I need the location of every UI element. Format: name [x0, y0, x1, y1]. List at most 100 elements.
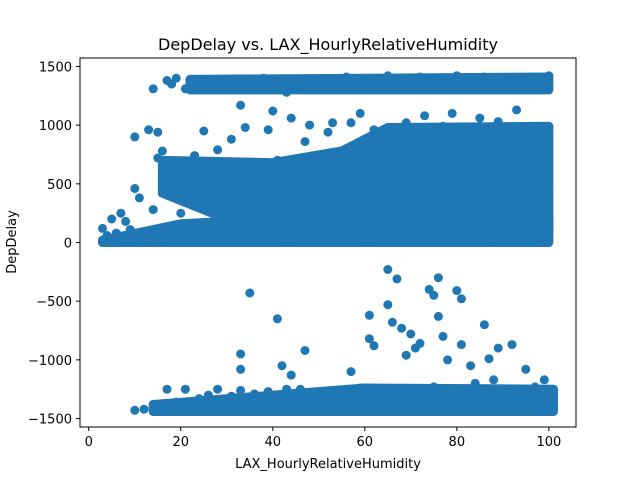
data-point — [516, 81, 526, 91]
data-point — [535, 78, 545, 88]
data-point — [360, 396, 370, 406]
data-point — [530, 403, 540, 413]
data-point — [328, 118, 338, 128]
data-point — [236, 385, 246, 395]
data-point — [272, 314, 282, 324]
data-point — [387, 123, 397, 132]
data-points — [98, 71, 558, 415]
data-point — [332, 78, 342, 88]
data-point — [139, 231, 149, 240]
data-point — [415, 72, 425, 82]
y-tick-label: 0 — [64, 237, 72, 252]
data-point — [337, 148, 347, 158]
data-point — [443, 80, 453, 90]
x-tick-label: 100 — [536, 435, 561, 450]
data-point — [236, 364, 246, 374]
data-point — [236, 100, 246, 110]
data-point — [433, 273, 443, 283]
data-point — [489, 80, 499, 90]
data-point — [512, 402, 522, 412]
data-point — [406, 392, 416, 402]
data-point — [222, 81, 232, 91]
data-point — [438, 331, 448, 341]
x-tick-label: 40 — [265, 435, 282, 450]
data-point — [424, 79, 434, 89]
data-point — [443, 355, 453, 365]
data-point — [259, 73, 269, 83]
dense-band-1 — [157, 121, 554, 236]
y-tick-label: −500 — [36, 295, 72, 310]
data-point — [295, 204, 305, 213]
data-point — [392, 78, 402, 88]
data-point — [314, 187, 324, 197]
data-point — [176, 404, 186, 414]
data-point — [452, 213, 462, 223]
data-point — [360, 233, 370, 243]
data-point — [470, 81, 480, 91]
data-point — [323, 127, 333, 137]
data-point — [392, 274, 402, 284]
data-point — [406, 175, 416, 185]
data-point — [268, 106, 278, 116]
data-point — [153, 127, 163, 137]
data-point — [433, 311, 443, 321]
data-point — [203, 390, 213, 400]
data-point — [415, 388, 425, 398]
data-point — [544, 389, 554, 399]
data-point — [415, 338, 425, 348]
data-point — [424, 192, 434, 202]
data-point — [351, 195, 361, 205]
data-point — [314, 165, 324, 175]
data-point — [217, 200, 227, 210]
data-point — [222, 172, 232, 182]
x-axis-label: LAX_HourlyRelativeHumidity — [235, 457, 421, 472]
data-point — [525, 231, 535, 240]
data-point — [157, 401, 167, 411]
data-point — [484, 354, 494, 364]
data-point — [240, 182, 250, 192]
data-point — [341, 72, 351, 82]
data-point — [213, 226, 223, 236]
data-point — [493, 343, 503, 353]
data-point — [410, 403, 420, 413]
data-point — [318, 76, 328, 85]
data-point — [466, 361, 476, 371]
data-point — [231, 404, 241, 414]
data-point — [295, 390, 305, 400]
data-point — [180, 84, 190, 94]
data-point — [369, 125, 379, 135]
data-point — [286, 233, 296, 243]
data-point — [507, 218, 517, 227]
data-point — [535, 202, 545, 212]
data-point — [498, 388, 508, 398]
data-point — [171, 73, 181, 83]
data-point — [121, 216, 131, 226]
data-point — [364, 334, 374, 344]
data-point — [240, 123, 250, 132]
data-point — [305, 120, 315, 130]
data-point — [272, 155, 282, 165]
data-point — [498, 395, 508, 405]
y-axis-label: DepDelay — [5, 210, 20, 274]
data-point — [493, 403, 503, 413]
data-point — [111, 228, 121, 238]
data-point — [286, 396, 296, 406]
data-point — [208, 174, 218, 184]
data-point — [383, 265, 393, 274]
data-point — [544, 223, 554, 233]
data-point — [107, 214, 117, 224]
y-axis: −1500 −1000 −500 0 500 1000 1500 — [28, 60, 80, 428]
data-point — [213, 384, 223, 394]
data-point — [512, 105, 522, 115]
data-point — [323, 394, 333, 404]
data-point — [484, 123, 494, 132]
data-point — [153, 153, 163, 163]
data-point — [539, 148, 549, 158]
data-point — [98, 238, 107, 247]
data-point — [268, 219, 278, 229]
data-point — [549, 397, 558, 407]
data-point — [259, 403, 269, 413]
data-point — [323, 229, 333, 239]
data-point — [300, 137, 310, 147]
data-point — [544, 81, 554, 91]
